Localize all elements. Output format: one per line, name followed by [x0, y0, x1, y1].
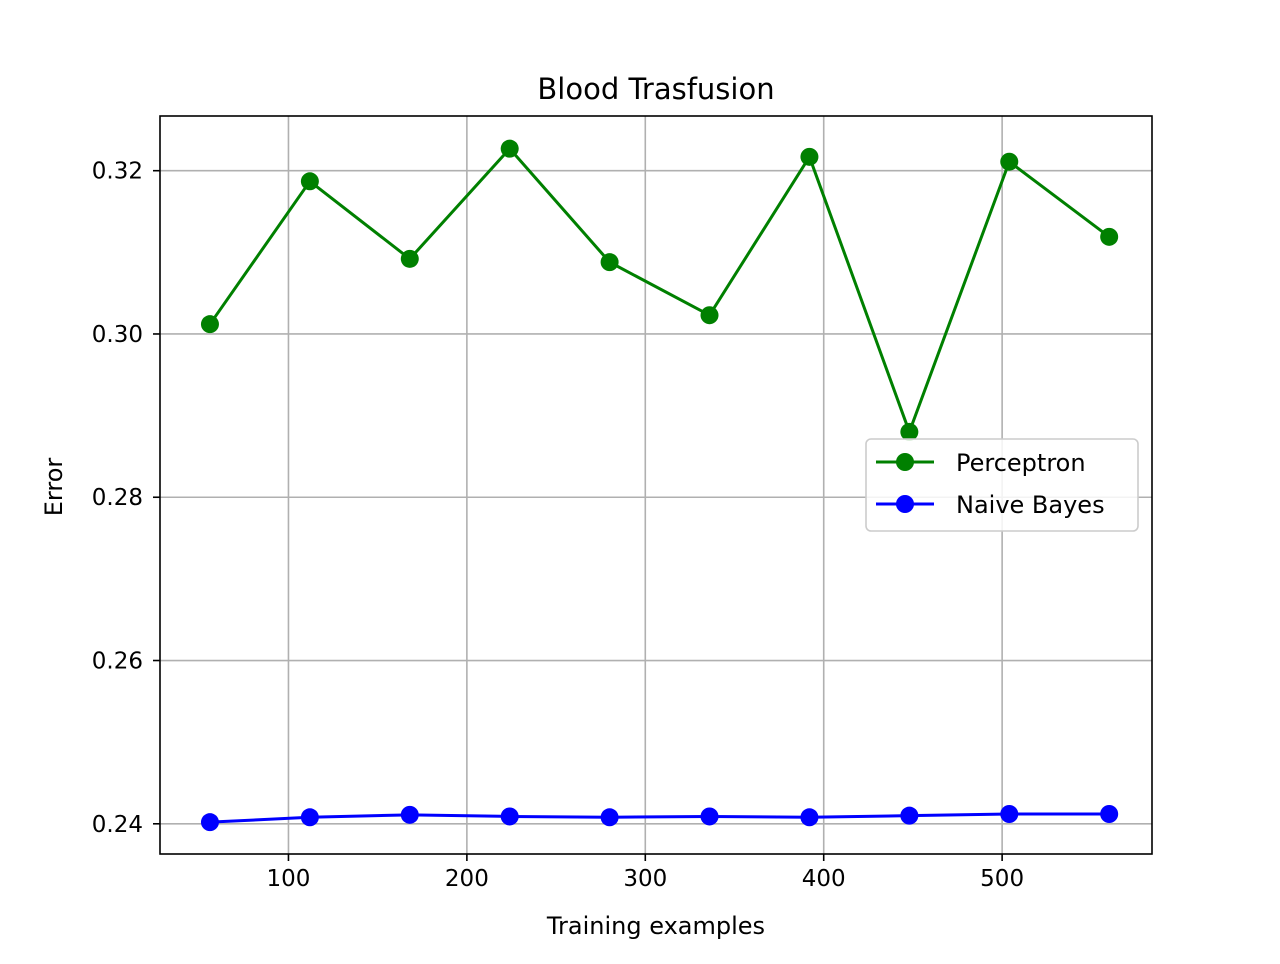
y-tick-label: 0.28	[92, 485, 143, 511]
naive-bayes-point	[700, 807, 719, 826]
perceptron-point	[1100, 227, 1119, 246]
perceptron-point	[800, 147, 819, 166]
legend-marker-perceptron	[896, 453, 914, 471]
y-axis-label: Error	[40, 458, 68, 517]
naive-bayes-point	[600, 808, 619, 827]
x-tick-label: 100	[267, 866, 311, 892]
naive-bayes-point	[300, 808, 319, 827]
legend: Perceptron Naive Bayes	[865, 438, 1139, 532]
x-tick-label: 400	[802, 866, 846, 892]
naive-bayes-point	[500, 807, 519, 826]
series-naive-bayes	[200, 804, 1119, 832]
x-axis-label: Training examples	[546, 912, 765, 940]
naive-bayes-line	[209, 812, 1110, 824]
perceptron-point	[600, 253, 619, 272]
ticks: 100 200 300 400 500 0.24 0.26 0.28 0.30 0.32	[92, 159, 1024, 892]
legend-label-perceptron: Perceptron	[956, 449, 1086, 477]
perceptron-point	[900, 422, 919, 441]
perceptron-point	[200, 315, 219, 334]
naive-bayes-point	[200, 813, 219, 832]
chart-title: Blood Trasfusion	[537, 72, 774, 106]
legend-marker-naive-bayes	[896, 495, 914, 513]
naive-bayes-point	[1000, 804, 1019, 823]
perceptron-point	[300, 172, 319, 191]
x-tick-label: 200	[445, 866, 489, 892]
y-tick-label: 0.26	[92, 649, 143, 675]
perceptron-point	[1000, 152, 1019, 171]
series-perceptron	[200, 139, 1119, 441]
naive-bayes-point	[1100, 804, 1119, 823]
legend-label-naive-bayes: Naive Bayes	[956, 491, 1105, 519]
y-tick-label: 0.30	[92, 322, 143, 348]
y-tick-label: 0.32	[92, 159, 143, 185]
naive-bayes-point	[400, 805, 419, 824]
naive-bayes-point	[900, 806, 919, 825]
y-tick-label: 0.24	[92, 812, 143, 838]
x-tick-label: 300	[623, 866, 667, 892]
series-layer	[200, 139, 1119, 832]
naive-bayes-point	[800, 808, 819, 827]
plot-frame	[159, 115, 1153, 855]
perceptron-point	[500, 139, 519, 158]
perceptron-point	[700, 306, 719, 325]
x-tick-label: 500	[980, 866, 1024, 892]
perceptron-line	[208, 147, 1111, 434]
perceptron-point	[400, 249, 419, 268]
